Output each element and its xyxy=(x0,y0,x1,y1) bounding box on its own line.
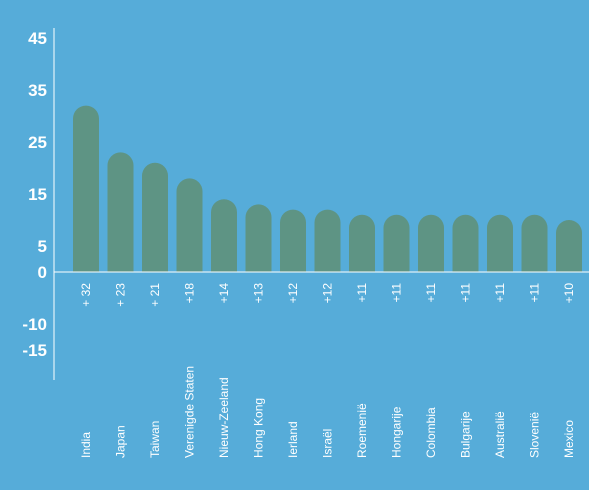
bar-isra-l xyxy=(314,209,341,272)
bar-roemeni- xyxy=(349,214,375,272)
bar-japan xyxy=(107,152,134,272)
y-tick-label: 0 xyxy=(38,263,47,282)
y-axis-ticks: 45 35 25 15 5 0 -10 -15 xyxy=(22,29,47,360)
category-label: Nieuw-Zeeland xyxy=(217,377,231,458)
value-label: +11 xyxy=(528,283,542,303)
value-label: + 21 xyxy=(148,283,162,307)
category-label: Israël xyxy=(321,429,335,458)
category-label: Hong Kong xyxy=(252,398,266,458)
value-label: +12 xyxy=(321,283,335,304)
value-label: +12 xyxy=(286,283,300,304)
value-label: +13 xyxy=(252,283,266,304)
y-tick-label: 35 xyxy=(28,81,47,100)
bar-hongarije xyxy=(383,214,410,272)
category-label: Japan xyxy=(114,425,128,458)
value-label: +11 xyxy=(459,283,473,303)
category-label: Roemenië xyxy=(355,403,369,458)
category-label: Mexico xyxy=(562,420,576,458)
bar-taiwan xyxy=(142,162,168,272)
bar-mexico xyxy=(556,220,582,272)
category-label: Australië xyxy=(493,411,507,458)
bars xyxy=(73,105,582,272)
bar-ierland xyxy=(280,209,306,272)
category-label: Slovenië xyxy=(528,412,542,458)
bar-australi- xyxy=(487,214,513,272)
category-label: India xyxy=(79,432,93,458)
y-tick-label: 25 xyxy=(28,133,47,152)
bar-verenigde-staten xyxy=(176,178,203,272)
value-label: +11 xyxy=(493,283,507,303)
y-tick-label: 5 xyxy=(38,237,47,256)
category-labels: India Japan Taiwan Verenigde Staten Nieuw-Ze… xyxy=(79,366,576,458)
value-label: +14 xyxy=(217,283,231,304)
value-label: + 23 xyxy=(114,283,128,307)
value-label: +11 xyxy=(424,283,438,303)
y-tick-label: -10 xyxy=(22,315,47,334)
bar-nieuw-zeeland xyxy=(211,199,237,272)
y-tick-label: -15 xyxy=(22,341,47,360)
category-label: Hongarije xyxy=(390,406,404,458)
bar-sloveni- xyxy=(521,214,548,272)
category-label: Ierland xyxy=(286,421,300,458)
category-label: Colombia xyxy=(424,407,438,458)
category-label: Bulgarije xyxy=(459,411,473,458)
value-label: +10 xyxy=(562,283,576,304)
bar-india xyxy=(73,105,99,272)
y-tick-label: 45 xyxy=(28,29,47,48)
category-label: Verenigde Staten xyxy=(183,366,197,458)
value-label: +11 xyxy=(390,283,404,303)
value-label: +18 xyxy=(183,283,197,304)
bar-bulgarije xyxy=(452,214,479,272)
bar-colombia xyxy=(418,214,444,272)
y-tick-label: 15 xyxy=(28,185,47,204)
value-label: + 32 xyxy=(79,283,93,307)
bar-hong-kong xyxy=(245,204,272,272)
value-labels: + 32 + 23 + 21 +18 +14 +13 +12 +12 +11 +11 +11 +11 +… xyxy=(79,283,576,307)
category-label: Taiwan xyxy=(148,421,162,458)
value-label: +11 xyxy=(355,283,369,303)
